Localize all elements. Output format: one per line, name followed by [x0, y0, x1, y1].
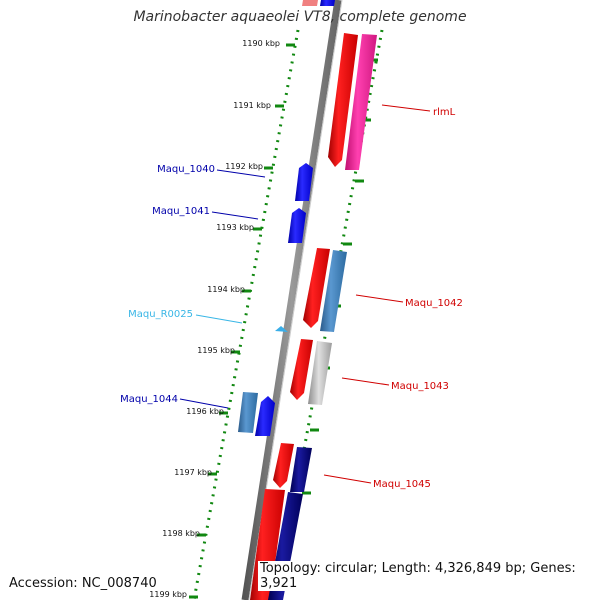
feature-maqu-1043-red: [290, 339, 313, 400]
feature-maqu-1045-navy: [290, 447, 312, 492]
feature-maqu-1044-steel: [238, 392, 258, 433]
gene-labels: rlmL Maqu_1040 Maqu_1041 Maqu_1042 Maqu_…: [120, 107, 463, 490]
tick-label: 1192 kbp: [225, 162, 263, 171]
left-dotted-track: [192, 29, 300, 600]
feature-maqu-1043-gray: [308, 341, 332, 405]
tick-label: 1199 kbp: [149, 590, 187, 599]
tick-marks: [189, 43, 295, 599]
gene-label-rlml[interactable]: rlmL: [433, 107, 456, 118]
tick-label: 1193 kbp: [216, 223, 254, 232]
tick-label: 1191 kbp: [233, 101, 271, 110]
tick-labels: 1190 kbp 1191 kbp 1192 kbp 1193 kbp 1194…: [149, 39, 280, 599]
accession-text: Accession: NC_008740: [7, 576, 159, 591]
tick-label: 1196 kbp: [186, 407, 224, 416]
tick-label: 1194 kbp: [207, 285, 245, 294]
gene-label-maqu-1045[interactable]: Maqu_1045: [373, 479, 431, 490]
gene-label-maqu-1044[interactable]: Maqu_1044: [120, 394, 178, 405]
feature-maqu-1040: [295, 163, 313, 201]
feature-partial-top-pink: [302, 0, 318, 6]
leader-lines: [179, 104, 431, 484]
feature-maqu-r0025: [275, 326, 288, 332]
gene-label-maqu-1043[interactable]: Maqu_1043: [391, 381, 449, 392]
feature-rlml-red: [328, 33, 358, 167]
map-title: Marinobacter aquaeolei VT8, complete gen…: [133, 9, 467, 25]
feature-maqu-1042-steel: [320, 250, 347, 332]
feature-maqu-1044-blue: [255, 396, 275, 436]
gene-label-maqu-1042[interactable]: Maqu_1042: [405, 298, 463, 309]
feature-rlml-pink: [345, 34, 377, 170]
feature-maqu-1045-red: [273, 443, 294, 488]
tick-label: 1197 kbp: [174, 468, 212, 477]
tick-label: 1195 kbp: [197, 346, 235, 355]
feature-partial-top-blue: [320, 0, 335, 6]
gene-label-maqu-r0025[interactable]: Maqu_R0025: [128, 309, 193, 320]
tick-label: 1190 kbp: [242, 39, 280, 48]
feature-maqu-1041: [288, 208, 306, 243]
feature-maqu-1042-red: [303, 248, 330, 328]
tick-label: 1198 kbp: [162, 529, 200, 538]
gene-label-maqu-1040[interactable]: Maqu_1040: [157, 164, 215, 175]
genome-summary-text: Topology: circular; Length: 4,326,849 bp…: [258, 561, 600, 591]
gene-label-maqu-1041[interactable]: Maqu_1041: [152, 206, 210, 217]
